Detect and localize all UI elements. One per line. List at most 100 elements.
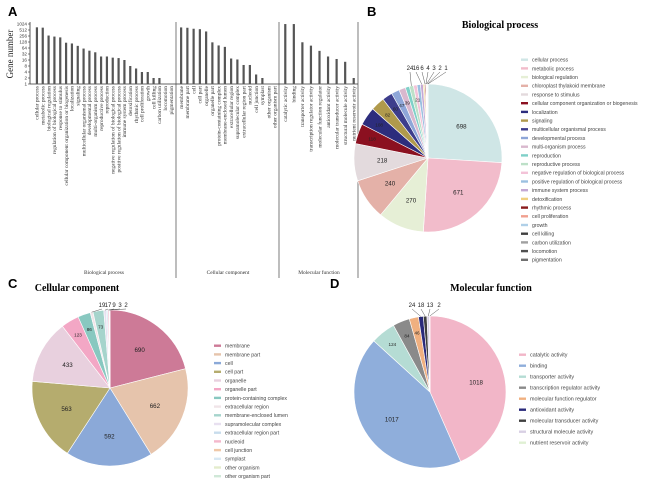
legend-swatch (521, 110, 528, 114)
legend-swatch (214, 405, 221, 408)
legend-swatch (521, 197, 528, 201)
legend-entry: extracellular region (225, 405, 269, 411)
slice-value-label: 118 (368, 137, 376, 142)
x-tick-label: reproduction (105, 86, 111, 114)
legend-swatch (521, 67, 528, 70)
legend-swatch (214, 379, 221, 382)
x-tick-label: extracellular region part (241, 86, 247, 138)
legend-swatch (214, 388, 221, 391)
bar-biological-regulation (47, 35, 50, 84)
legend-swatch (521, 145, 528, 148)
outer-value-label: 24 (409, 303, 416, 309)
legend-entry: cellular process (532, 58, 568, 64)
slice-value-label: 662 (150, 403, 161, 410)
legend-swatch (214, 353, 221, 356)
x-tick-label: cell killing (151, 86, 157, 110)
slice-value-label: 563 (61, 406, 72, 413)
x-tick-label: cell part (198, 86, 204, 104)
y-tick-label: 64 (22, 46, 28, 51)
legend-swatch (521, 249, 528, 253)
bar-nutrient-reservoir-activity (352, 78, 355, 84)
slice-value-label: 73 (98, 324, 104, 329)
x-tick-label: positive regulation of biological proces… (115, 86, 122, 173)
legend-entry: developmental process (532, 136, 586, 142)
bar-positive-regulation-of-biological-process (117, 58, 120, 84)
legend-entry: positive regulation of biological proces… (532, 179, 623, 185)
legend-entry: multi-organism process (532, 145, 586, 151)
bar-transporter-activity (301, 42, 304, 84)
x-tick-label: molecular function regulator (316, 86, 323, 148)
x-tick-label: carbon utilization (157, 86, 163, 124)
legend-entry: symplast (225, 457, 246, 463)
legend-swatch (521, 171, 528, 174)
slice-value-label: 39 (405, 101, 411, 106)
legend-swatch (214, 448, 221, 452)
bar-extracellular-region (230, 58, 233, 84)
x-tick-label: nucleoid (248, 86, 254, 105)
pie-slice-membrane (109, 309, 186, 389)
outer-value-label: 6 (420, 66, 424, 72)
bar-antioxidant-activity (326, 56, 330, 84)
x-tick-label: detoxification (127, 86, 134, 116)
x-tick-label: protein-containing complex (216, 86, 222, 146)
outer-value-label: 9 (112, 303, 116, 309)
slice-value-label: 433 (62, 362, 73, 369)
legend-swatch (521, 241, 528, 244)
legend-entry: molecular transducer activity (530, 419, 599, 425)
legend-swatch (519, 386, 526, 389)
x-tick-label: other organism (266, 85, 272, 118)
bar-negative-regulation-of-biological-process (111, 57, 114, 84)
bar-membrane-part (186, 27, 189, 84)
legend-swatch (214, 396, 221, 400)
bar-immune-system-process (123, 60, 126, 84)
x-tick-label: organelle (204, 85, 210, 106)
slice-value-label: 46 (415, 331, 421, 336)
x-tick-label: reproductive process (99, 86, 105, 131)
y-tick-label: 16 (22, 58, 28, 63)
slice-value-label: 240 (385, 181, 396, 188)
y-axis-title: Gene number (5, 30, 15, 79)
legend-swatch (521, 162, 528, 166)
pie-chart-panel-c: Cellular component 690 662 592 563 433 123 86 73… (31, 283, 288, 480)
legend-entry: membrane part (225, 352, 261, 358)
slice-value-label: 698 (456, 124, 467, 131)
x-tick-label: cell (191, 85, 197, 93)
slice-value-label: 1018 (469, 379, 483, 386)
legend-swatch (521, 232, 528, 235)
x-tick-label: cell junction (254, 86, 260, 113)
legend-swatch (519, 430, 526, 433)
legend-entry: signaling (532, 119, 553, 125)
bar-localization (70, 43, 74, 84)
legend-swatch (521, 136, 528, 140)
slice-value-label: 671 (453, 189, 464, 196)
bar-signaling (76, 45, 79, 84)
legend-swatch (214, 475, 221, 478)
x-tick-label: binding (292, 86, 298, 103)
legend-entry: chloroplast thylakoid membrane (532, 84, 605, 90)
slice-value-label: 21 (415, 98, 421, 103)
x-tick-label: nutrient reservoir activity (352, 86, 358, 141)
legend-entry: nutrient reservoir activity (530, 441, 589, 447)
panel-letter-d: D (330, 276, 339, 291)
legend-swatch (214, 431, 221, 434)
bar-structural-molecule-activity (344, 61, 347, 84)
y-tick-label: 2 (24, 76, 27, 81)
y-tick-label: 32 (22, 52, 28, 57)
bar-cell-proliferation (140, 72, 144, 84)
leader-line (409, 71, 412, 86)
legend-entry: metabolic process (532, 66, 574, 72)
outer-value-label: 13 (427, 303, 434, 309)
legend-swatch (521, 58, 528, 61)
legend-entry: membrane-enclosed lumen (225, 413, 288, 419)
x-tick-label: pigmentation (169, 86, 175, 115)
bar-cell-killing (152, 78, 155, 84)
x-tick-label: membrane (179, 85, 185, 108)
bar-transcription-regulator-activity (309, 45, 313, 84)
legend-swatch (521, 180, 528, 183)
legend-entry: carbon utilization (532, 240, 571, 246)
bar-response-to-stimulus (59, 37, 62, 84)
x-tick-label: locomotion (163, 86, 169, 111)
slice-value-label: 270 (406, 198, 417, 205)
